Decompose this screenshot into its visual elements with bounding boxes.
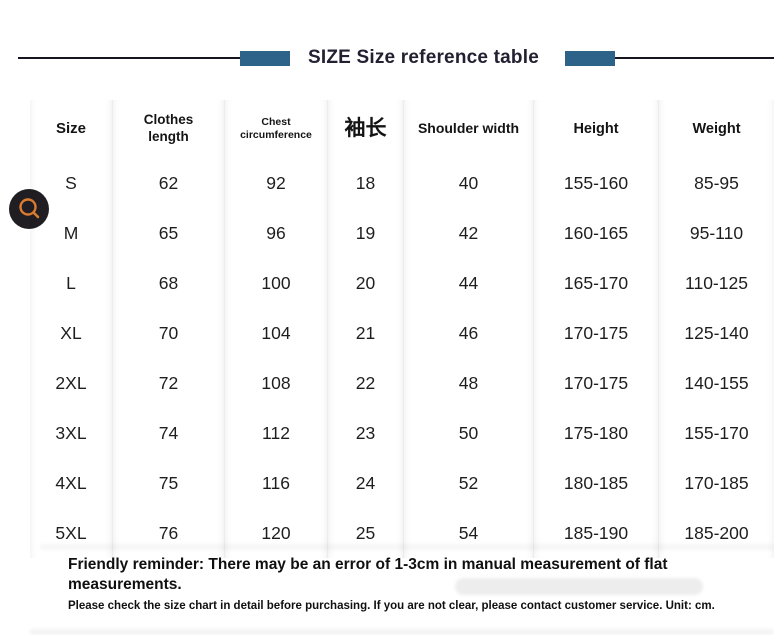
column-height: Height 155-160 160-165 165-170 170-175 1… bbox=[533, 100, 658, 558]
magnifier-glyph bbox=[9, 189, 49, 229]
table-cell: 75 bbox=[158, 472, 179, 493]
table-cell: 3XL bbox=[55, 422, 87, 443]
column-chest-circumference: Chest circumference 92 96 100 104 108 11… bbox=[224, 100, 327, 558]
table-cell: 104 bbox=[261, 322, 291, 343]
table-cell: 5XL bbox=[55, 522, 87, 543]
column-header-height: Height bbox=[573, 120, 619, 137]
table-cell: 108 bbox=[261, 372, 291, 393]
table-cell: 100 bbox=[261, 272, 291, 293]
column-weight: Weight 85-95 95-110 110-125 125-140 140-… bbox=[658, 100, 774, 558]
accent-bar-right bbox=[565, 50, 615, 66]
accent-bar-left bbox=[240, 50, 290, 66]
table-cell: 62 bbox=[158, 172, 179, 193]
column-header-weight: Weight bbox=[692, 120, 741, 137]
table-cell: 112 bbox=[262, 422, 290, 443]
table-cell: 50 bbox=[458, 422, 479, 443]
table-cell: 170-175 bbox=[563, 372, 629, 393]
table-cell: 74 bbox=[158, 422, 179, 443]
table-cell: 180-185 bbox=[563, 472, 629, 493]
table-cell: 175-180 bbox=[563, 422, 629, 443]
table-cell: 140-155 bbox=[684, 372, 749, 393]
divider-line-right bbox=[615, 57, 774, 59]
table-cell: M bbox=[63, 222, 79, 243]
table-cell: 85-95 bbox=[694, 172, 739, 193]
column-sleeve-length: 袖长 18 19 20 21 22 23 24 25 bbox=[327, 100, 403, 558]
table-cell: 4XL bbox=[55, 472, 87, 493]
table-cell: L bbox=[66, 272, 76, 293]
page-title: SIZE Size reference table bbox=[308, 47, 539, 68]
table-cell: 116 bbox=[262, 472, 290, 493]
size-table: Size S M L XL 2XL 3XL 4XL 5XL Clothes le… bbox=[30, 100, 774, 558]
table-cell: 24 bbox=[355, 472, 376, 493]
table-cell: 46 bbox=[458, 322, 479, 343]
table-cell: XL bbox=[60, 322, 82, 343]
table-cell: 120 bbox=[261, 522, 291, 543]
friendly-reminder-text: Friendly reminder: There may be an error… bbox=[68, 556, 668, 594]
table-cell: 40 bbox=[458, 172, 479, 193]
table-cell: 165-170 bbox=[563, 272, 629, 293]
faint-smudge-bottom bbox=[30, 630, 774, 634]
table-cell: 110-125 bbox=[685, 272, 748, 293]
column-header-clothes-length: Clothes length bbox=[143, 112, 194, 144]
faint-smudge-top bbox=[40, 545, 774, 549]
table-cell: 18 bbox=[355, 172, 376, 193]
table-cell: 22 bbox=[355, 372, 376, 393]
table-cell: 48 bbox=[458, 372, 479, 393]
column-header-size: Size bbox=[55, 119, 86, 137]
table-cell: 170-175 bbox=[563, 322, 629, 343]
table-cell: 54 bbox=[458, 522, 479, 543]
table-cell: 21 bbox=[355, 322, 376, 343]
table-cell: 65 bbox=[158, 222, 179, 243]
table-cell: 44 bbox=[458, 272, 479, 293]
table-cell: 92 bbox=[266, 172, 286, 193]
table-cell: 20 bbox=[355, 272, 376, 293]
table-cell: 95-110 bbox=[689, 222, 744, 243]
column-header-chest-circumference: Chest circumference bbox=[240, 115, 312, 141]
table-cell: 68 bbox=[158, 272, 179, 293]
column-header-sleeve-length: 袖长 bbox=[344, 116, 387, 140]
table-cell: 25 bbox=[355, 522, 376, 543]
table-cell: S bbox=[65, 172, 77, 193]
table-cell: 170-185 bbox=[684, 472, 749, 493]
table-cell: 19 bbox=[355, 222, 376, 243]
table-cell: 72 bbox=[158, 372, 179, 393]
table-cell: 155-160 bbox=[563, 172, 629, 193]
watermark-smudge bbox=[455, 578, 703, 595]
table-cell: 76 bbox=[158, 522, 179, 543]
table-cell: 185-190 bbox=[563, 522, 629, 543]
search-icon[interactable] bbox=[9, 189, 49, 229]
column-shoulder-width: Shoulder width 40 42 44 46 48 50 52 54 bbox=[403, 100, 533, 558]
table-cell: 125-140 bbox=[684, 322, 749, 343]
table-cell: 52 bbox=[458, 472, 479, 493]
table-cell: 42 bbox=[458, 222, 479, 243]
column-header-shoulder-width: Shoulder width bbox=[417, 120, 520, 137]
column-clothes-length: Clothes length 62 65 68 70 72 74 75 76 bbox=[112, 100, 224, 558]
divider-line-left bbox=[18, 57, 240, 59]
purchase-note-text: Please check the size chart in detail be… bbox=[68, 600, 715, 612]
table-cell: 155-170 bbox=[684, 422, 749, 443]
table-cell: 96 bbox=[266, 222, 286, 243]
column-size: Size S M L XL 2XL 3XL 4XL 5XL bbox=[30, 100, 112, 558]
title-band: SIZE Size reference table bbox=[0, 43, 774, 73]
table-cell: 2XL bbox=[55, 372, 87, 393]
table-cell: 70 bbox=[158, 322, 179, 343]
table-cell: 160-165 bbox=[563, 222, 629, 243]
table-cell: 23 bbox=[355, 422, 376, 443]
table-cell: 185-200 bbox=[684, 522, 749, 543]
